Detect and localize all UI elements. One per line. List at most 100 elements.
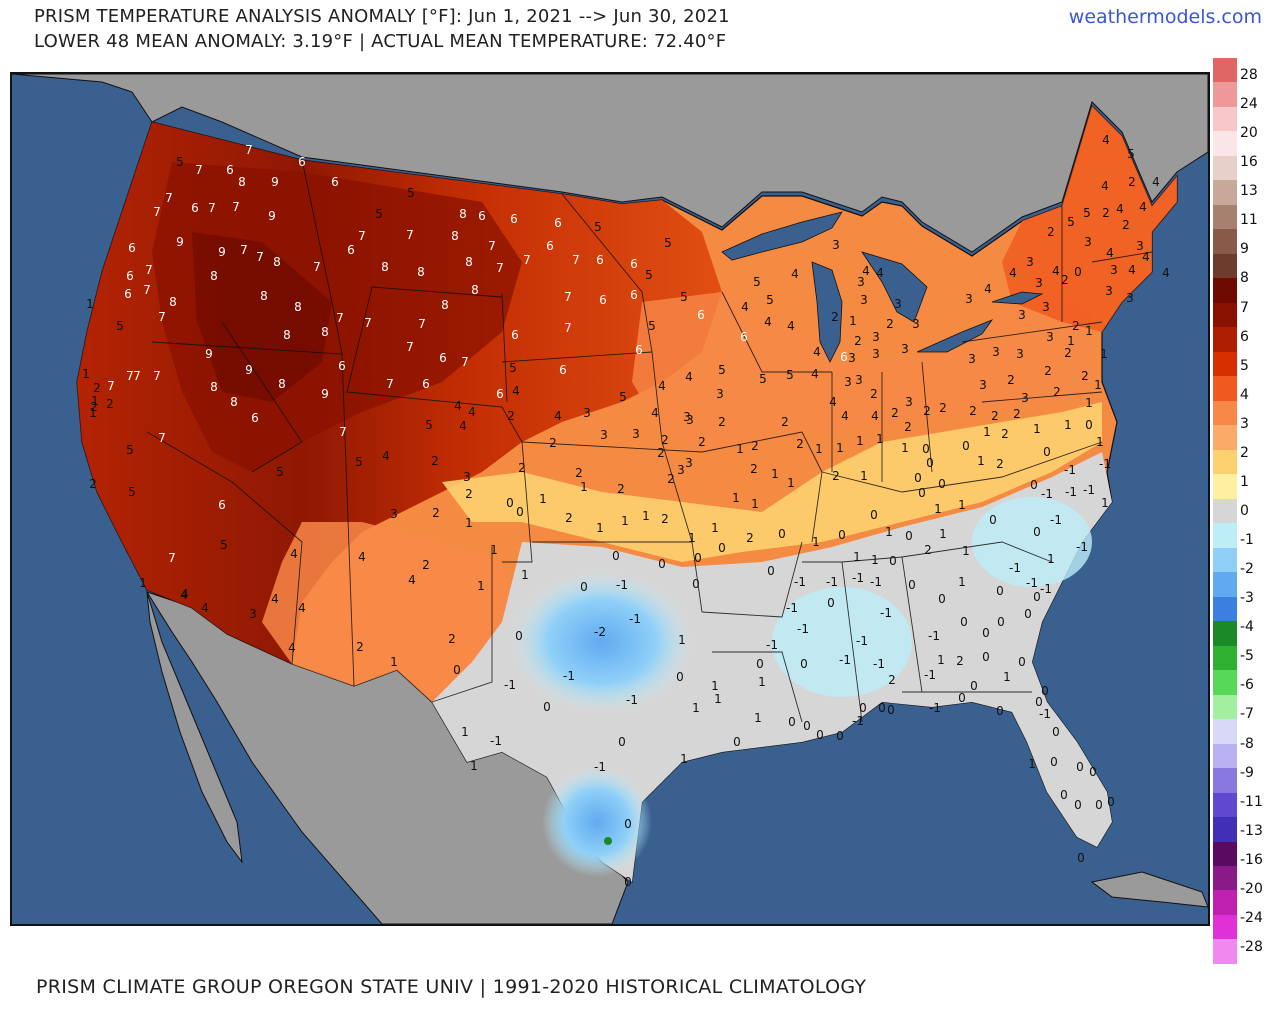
anomaly-value-label: 4 (1009, 266, 1017, 280)
anomaly-value-label: 2 (448, 632, 456, 646)
anomaly-value-label: 7 (418, 317, 426, 331)
anomaly-value-label: 3 (1105, 284, 1113, 298)
anomaly-value-label: 0 (938, 477, 946, 491)
anomaly-value-label: 8 (273, 255, 281, 269)
anomaly-value-label: 3 (390, 507, 398, 521)
anomaly-value-label: 2 (431, 454, 439, 468)
anomaly-value-label: 7 (572, 253, 580, 267)
legend-swatch (1213, 58, 1237, 83)
anomaly-value-label: 2 (924, 543, 932, 557)
anomaly-value-label: 2 (923, 404, 931, 418)
anomaly-value-label: 4 (468, 405, 476, 419)
anomaly-value-label: 4 (201, 601, 209, 615)
anomaly-value-label: -1 (616, 578, 628, 592)
legend-swatch (1213, 229, 1237, 254)
anomaly-value-label: 5 (126, 443, 134, 457)
anomaly-value-label: 6 (496, 387, 504, 401)
anomaly-value-label: 9 (218, 245, 226, 259)
anomaly-value-label: 0 (1050, 755, 1058, 769)
anomaly-value-label: 4 (180, 588, 188, 602)
anomaly-value-label: 5 (759, 372, 767, 386)
anomaly-value-label: 6 (510, 212, 518, 226)
anomaly-value-label: 0 (694, 551, 702, 565)
anomaly-value-label: 3 (860, 293, 868, 307)
south-texas-cool-anomaly (542, 767, 652, 877)
anomaly-value-label: 5 (425, 418, 433, 432)
anomaly-value-label: 0 (1077, 851, 1085, 865)
brand-link[interactable]: weathermodels.com (1068, 6, 1262, 28)
baja-peninsula (146, 591, 243, 864)
anomaly-value-label: 0 (543, 700, 551, 714)
anomaly-value-label: 0 (718, 541, 726, 555)
anomaly-value-label: 6 (124, 287, 132, 301)
anomaly-value-label: 5 (766, 293, 774, 307)
anomaly-value-label: 3 (463, 470, 471, 484)
anomaly-value-label: 1 (849, 314, 857, 328)
anomaly-value-label: 2 (1053, 385, 1061, 399)
anomaly-value-label: -1 (1050, 513, 1062, 527)
anomaly-value-label: 4 (1139, 200, 1147, 214)
anomaly-value-label: 3 (249, 607, 257, 621)
anomaly-value-label: 0 (996, 704, 1004, 718)
anomaly-value-label: 2 (750, 462, 758, 476)
legend-label: 28 (1240, 67, 1258, 83)
anomaly-value-label: 8 (465, 255, 473, 269)
legend-swatch (1213, 82, 1237, 107)
anomaly-value-label: 1 (470, 759, 478, 773)
anomaly-value-label: 2 (1128, 175, 1136, 189)
anomaly-value-label: 1 (688, 531, 696, 545)
anomaly-value-label: 6 (126, 269, 134, 283)
anomaly-value-label: 8 (238, 175, 246, 189)
legend-label: 24 (1240, 96, 1258, 113)
anomaly-value-label: 4 (358, 550, 366, 564)
anomaly-value-label: 2 (356, 640, 364, 654)
legend-label: 2 (1240, 444, 1249, 461)
anomaly-value-label: 6 (347, 243, 355, 257)
anomaly-value-label: -1 (1083, 483, 1095, 497)
anomaly-value-label: 1 (521, 568, 529, 582)
anomaly-value-label: 4 (651, 406, 659, 420)
anomaly-value-label: 2 (507, 409, 515, 423)
anomaly-value-label: 6 (697, 308, 705, 322)
anomaly-value-label: 0 (1041, 684, 1049, 698)
anomaly-value-label: 2 (1044, 364, 1052, 378)
anomaly-value-label: 2 (432, 506, 440, 520)
anomaly-value-label: 6 (546, 239, 554, 253)
anomaly-value-label: 7 (195, 163, 203, 177)
anomaly-value-label: 4 (454, 399, 462, 413)
legend-swatch (1213, 670, 1237, 695)
anomaly-value-label: 6 (635, 343, 643, 357)
anomaly-value-label: 6 (630, 288, 638, 302)
anomaly-value-label: 4 (787, 319, 795, 333)
anomaly-value-label: 9 (271, 175, 279, 189)
anomaly-value-label: -1 (766, 638, 778, 652)
anomaly-value-label: -1 (1026, 576, 1038, 590)
legend-label: -16 (1240, 851, 1263, 868)
anomaly-value-label: 3 (1021, 391, 1029, 405)
anomaly-value-label: 0 (870, 508, 878, 522)
legend-label: 5 (1240, 357, 1249, 374)
anomaly-value-label: 1 (680, 752, 688, 766)
anomaly-value-label: 6 (338, 359, 346, 373)
legend-label: -24 (1240, 909, 1263, 926)
anomaly-value-label: 4 (791, 267, 799, 281)
anomaly-value-label: 1 (787, 476, 795, 490)
anomaly-value-label: 0 (1076, 760, 1084, 774)
anomaly-value-label: 3 (992, 345, 1000, 359)
anomaly-value-label: 1 (736, 442, 744, 456)
anomaly-value-label: 0 (767, 564, 775, 578)
anomaly-value-label: 7 (158, 310, 166, 324)
anomaly-value-label: 1 (771, 467, 779, 481)
legend-label: 13 (1240, 183, 1258, 200)
carolinas-cool-anomaly (972, 497, 1092, 587)
legend-label: -20 (1240, 880, 1263, 897)
legend-swatch (1213, 841, 1237, 866)
northeast-warm-zone (1002, 106, 1177, 332)
anomaly-value-label: 0 (1060, 788, 1068, 802)
anomaly-value-label: 0 (788, 715, 796, 729)
anomaly-value-label: 1 (692, 701, 700, 715)
anomaly-value-label: 7 (107, 379, 115, 393)
anomaly-value-label: 0 (1085, 418, 1093, 432)
anomaly-value-label: 8 (459, 207, 467, 221)
